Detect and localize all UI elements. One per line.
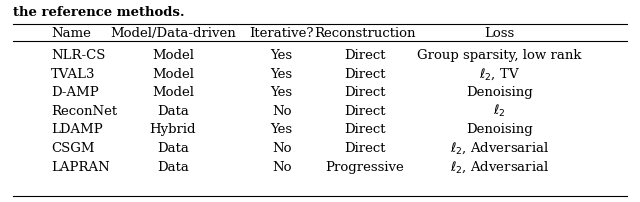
Text: LAPRAN: LAPRAN [51,161,110,174]
Text: Reconstruction: Reconstruction [314,27,415,40]
Text: Direct: Direct [344,142,385,155]
Text: Direct: Direct [344,68,385,81]
Text: Model/Data-driven: Model/Data-driven [110,27,236,40]
Text: Model: Model [152,49,194,62]
Text: No: No [272,105,291,118]
Text: Name: Name [51,27,91,40]
Text: Iterative?: Iterative? [250,27,314,40]
Text: LDAMP: LDAMP [51,123,103,136]
Text: Hybrid: Hybrid [150,123,196,136]
Text: Data: Data [157,161,189,174]
Text: Progressive: Progressive [325,161,404,174]
Text: Direct: Direct [344,86,385,99]
Text: the reference methods.: the reference methods. [13,6,184,19]
Text: TVAL3: TVAL3 [51,68,96,81]
Text: Model: Model [152,86,194,99]
Text: Direct: Direct [344,49,385,62]
Text: No: No [272,142,291,155]
Text: Yes: Yes [271,49,292,62]
Text: ReconNet: ReconNet [51,105,117,118]
Text: Direct: Direct [344,105,385,118]
Text: D-AMP: D-AMP [51,86,99,99]
Text: NLR-CS: NLR-CS [51,49,106,62]
Text: No: No [272,161,291,174]
Text: $\ell_2$, TV: $\ell_2$, TV [479,66,520,82]
Text: $\ell_2$: $\ell_2$ [493,103,506,119]
Text: $\ell_2$, Adversarial: $\ell_2$, Adversarial [450,159,548,175]
Text: Model: Model [152,68,194,81]
Text: Denoising: Denoising [466,86,532,99]
Text: Direct: Direct [344,123,385,136]
Text: Group sparsity, low rank: Group sparsity, low rank [417,49,582,62]
Text: CSGM: CSGM [51,142,95,155]
Text: Yes: Yes [271,86,292,99]
Text: Loss: Loss [484,27,515,40]
Text: Yes: Yes [271,68,292,81]
Text: $\ell_2$, Adversarial: $\ell_2$, Adversarial [450,141,548,156]
Text: Yes: Yes [271,123,292,136]
Text: Data: Data [157,142,189,155]
Text: Data: Data [157,105,189,118]
Text: Denoising: Denoising [466,123,532,136]
